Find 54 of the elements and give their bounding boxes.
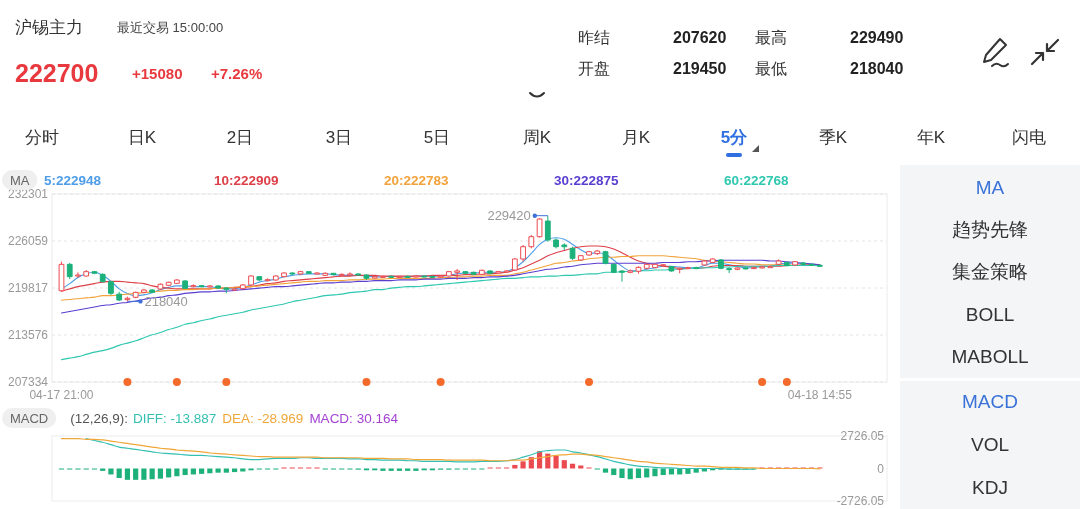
legend-title: MACD <box>10 410 49 426</box>
text: MABOLL <box>951 345 1029 367</box>
text: 5:222948 <box>44 172 102 188</box>
y-tick-label: 2726.05 <box>840 429 885 443</box>
text: 218040 <box>850 59 904 77</box>
text: 闪电 <box>1012 127 1046 147</box>
x-tick-label: 04-18 14:55 <box>787 388 853 402</box>
text: 3日 <box>325 127 353 147</box>
text: 20:222783 <box>384 172 450 188</box>
text: 季K <box>818 127 848 147</box>
text: 集金策略 <box>952 260 1028 282</box>
text: BOLL <box>965 303 1015 325</box>
text: 207620 <box>673 28 727 46</box>
text: 开盘 <box>578 59 610 77</box>
series-label: DIFF: -13.887 <box>133 410 217 426</box>
text: 222700 <box>15 59 99 87</box>
text: 日K <box>127 127 157 147</box>
y-tick-label: 207334 <box>7 375 49 389</box>
annotation: 218040 <box>144 293 188 309</box>
text: 周K <box>522 127 552 147</box>
text: 沪锡主力 <box>15 17 83 37</box>
text: 30:222875 <box>554 172 620 188</box>
text: 最低 <box>755 59 787 77</box>
text: 229490 <box>850 28 904 46</box>
legend-title: MA <box>10 172 30 188</box>
text: 月K <box>621 127 651 147</box>
y-tick-label: 213576 <box>7 328 49 342</box>
text: 昨结 <box>578 28 610 46</box>
text: KDJ <box>972 476 1008 498</box>
text: VOL <box>970 433 1010 455</box>
text: +7.26% <box>211 64 263 82</box>
text: 最高 <box>755 28 787 46</box>
y-tick-label: 226059 <box>7 234 49 248</box>
text: DEA: -28.969 <box>222 410 304 426</box>
annotation: 229420 <box>487 208 531 224</box>
text: 5日 <box>423 127 451 147</box>
text: MACD <box>962 390 1018 412</box>
text: 5分 <box>720 127 749 147</box>
x-tick-label: 04-17 21:00 <box>29 388 94 402</box>
text: 219450 <box>673 59 727 77</box>
text: 分时 <box>25 127 59 147</box>
text: 10:222909 <box>214 172 279 188</box>
chart-subtitle: (12,26,9): <box>70 410 129 426</box>
text: 2日 <box>226 127 254 147</box>
text: 趋势先锋 <box>952 218 1028 240</box>
text: 60:222768 <box>724 172 790 188</box>
text: +15080 <box>132 64 183 82</box>
y-tick-label: 219817 <box>7 281 49 295</box>
text: MACD: 30.164 <box>309 410 399 426</box>
text: 年K <box>916 127 946 147</box>
text: 最近交易 15:00:00 <box>117 19 224 35</box>
y-tick-label: 0 <box>877 461 885 476</box>
y-tick-label: -2726.05 <box>836 494 885 508</box>
text: MA <box>975 176 1005 198</box>
